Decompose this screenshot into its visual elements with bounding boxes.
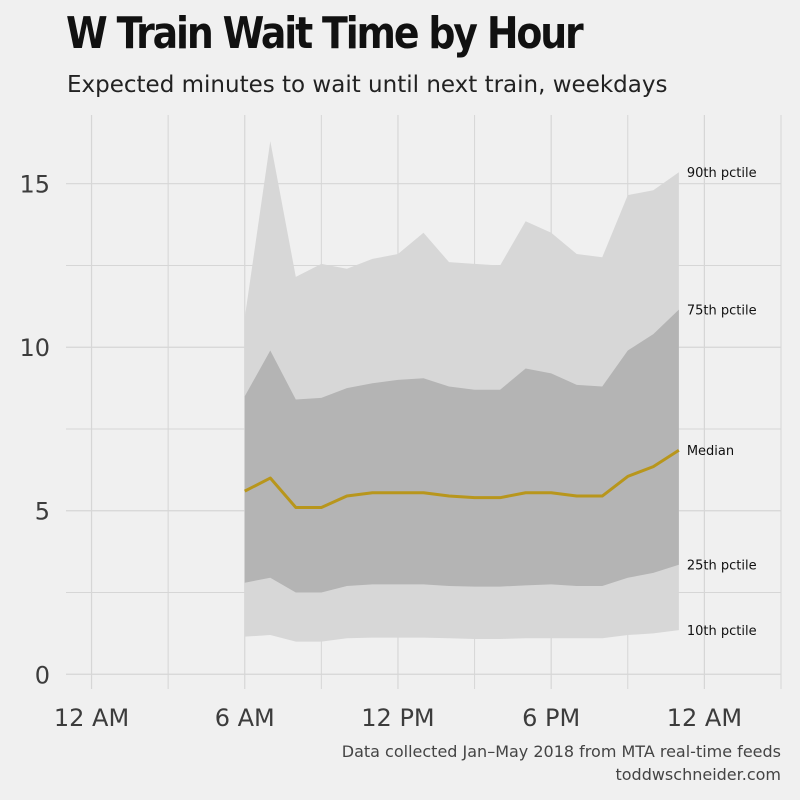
- website-caption: toddwschneider.com: [615, 765, 781, 784]
- data-source-caption: Data collected Jan–May 2018 from MTA rea…: [341, 742, 781, 761]
- series-labels: 10th pctile 25th pctile Median 75th pctile 9…: [687, 166, 757, 639]
- series-label: Median: [687, 444, 734, 459]
- x-tick-label: 6 AM: [215, 704, 275, 732]
- chart-title: W Train Wait Time by Hour: [66, 8, 584, 59]
- series-label: 90th pctile: [687, 166, 757, 181]
- x-tick-label: 12 PM: [361, 704, 434, 732]
- axis-tick-labels: 0 5 10 15 12 AM 6 AM 12 PM 6 PM 12 AM: [19, 171, 742, 732]
- median-line: [244, 448, 680, 509]
- y-tick-label: 15: [19, 171, 50, 199]
- series-label: 75th pctile: [687, 304, 757, 319]
- chart-subtitle: Expected minutes to wait until next trai…: [67, 72, 668, 98]
- series-label: 25th pctile: [687, 559, 757, 574]
- y-tick-label: 0: [35, 661, 50, 689]
- series-label: 10th pctile: [687, 624, 757, 639]
- y-tick-label: 5: [35, 498, 50, 526]
- median-line-group: [244, 448, 680, 509]
- percentile-bands: [244, 141, 679, 642]
- y-tick-label: 10: [19, 334, 50, 362]
- inner-percentile-band: [244, 309, 679, 593]
- x-tick-label: 12 AM: [667, 704, 742, 732]
- x-tick-label: 12 AM: [54, 704, 129, 732]
- x-tick-label: 6 PM: [522, 704, 580, 732]
